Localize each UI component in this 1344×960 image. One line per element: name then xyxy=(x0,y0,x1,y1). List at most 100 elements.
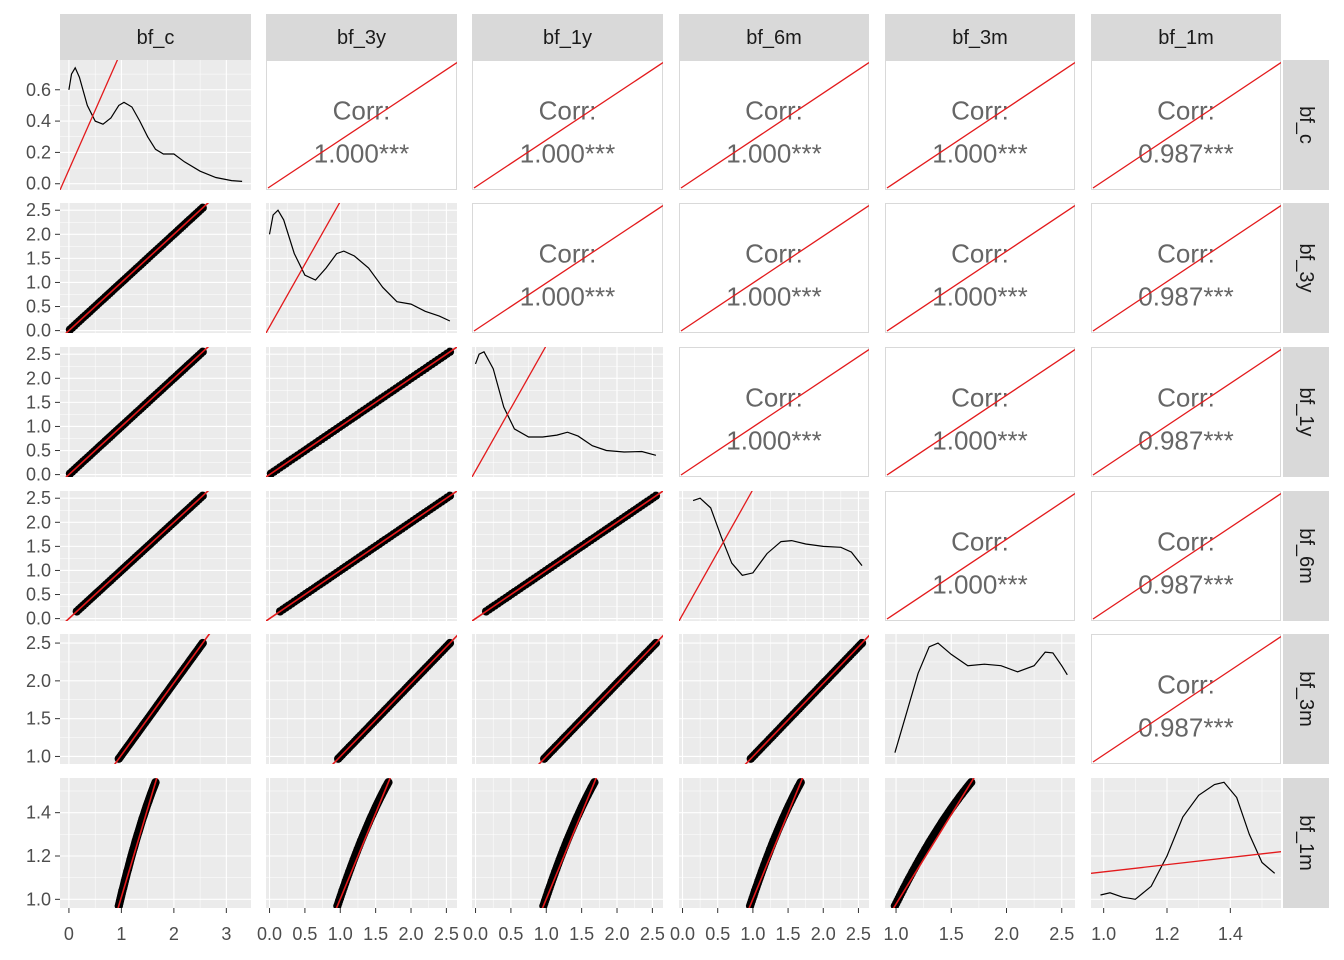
corr-value: 1.000*** xyxy=(726,282,821,312)
panel-bf_6m-bf_1y xyxy=(472,491,663,621)
density-curve xyxy=(1100,781,1276,900)
x-tick-label: 1.5 xyxy=(776,924,801,944)
row-strip-label: bf_3m xyxy=(1295,671,1317,727)
row-strip-bg xyxy=(1283,203,1329,333)
panel-bf_1y-bf_1y xyxy=(472,347,663,477)
y-tick-label: 0.0 xyxy=(26,321,51,341)
row-strip-label: bf_6m xyxy=(1295,528,1317,584)
panel-bf_1m-bf_3m xyxy=(885,778,1075,908)
row-strip-label: bf_3y xyxy=(1295,244,1317,293)
x-tick-label: 0.5 xyxy=(705,924,730,944)
panel-bf_c-bf_1m: Corr: 0.987*** xyxy=(1091,60,1281,190)
y-tick-label: 1.0 xyxy=(26,272,51,292)
y-tick-label: 0.5 xyxy=(26,297,51,317)
fit-line xyxy=(266,203,341,333)
fit-line xyxy=(331,634,457,764)
fit-line xyxy=(473,205,663,332)
gridlines xyxy=(266,203,457,333)
gridlines xyxy=(472,347,663,477)
x-tick-label: 1.0 xyxy=(740,924,765,944)
gridlines xyxy=(266,491,457,621)
density-curve xyxy=(692,497,863,576)
x-tick-label: 0.0 xyxy=(257,924,282,944)
x-tick-label: 1.5 xyxy=(569,924,594,944)
y-tick-label: 2.0 xyxy=(26,224,51,244)
gridlines xyxy=(472,778,663,908)
x-tick-label: 2.5 xyxy=(640,924,665,944)
panel-bf_3y-bf_6m: Corr: 1.000*** xyxy=(679,203,869,333)
fit-line xyxy=(65,347,210,477)
row-strip-bf_3y: bf_3y xyxy=(1283,203,1329,333)
corr-value: 1.000*** xyxy=(520,139,615,169)
column-strip-bf_3y: bf_3y xyxy=(266,14,457,60)
x-tick-label: 0 xyxy=(64,924,74,944)
column-strip-bg xyxy=(1091,14,1281,60)
column-strip-bg xyxy=(266,14,457,60)
x-tick-label: 1.5 xyxy=(363,924,388,944)
gridlines xyxy=(679,491,869,621)
panel-bf_3y-bf_1y: Corr: 1.000*** xyxy=(472,203,663,333)
column-strip-bg xyxy=(60,14,251,60)
corr-value: 1.000*** xyxy=(726,426,821,456)
corr-value: 1.000*** xyxy=(314,139,409,169)
corr-label: Corr: xyxy=(1157,239,1215,269)
column-strip-label: bf_3y xyxy=(337,27,386,49)
column-strip-label: bf_1y xyxy=(543,27,592,49)
corr-label: Corr: xyxy=(333,96,391,126)
corr-label: Corr: xyxy=(1157,670,1215,700)
corr-label: Corr: xyxy=(745,383,803,413)
x-tick-label: 3 xyxy=(221,924,231,944)
fit-line xyxy=(472,347,547,477)
corr-label: Corr: xyxy=(745,239,803,269)
panel-bf_3y-bf_c xyxy=(60,203,251,333)
corr-value: 1.000*** xyxy=(932,426,1027,456)
x-axis-bf_1m: 1.0 1.2 1.4 xyxy=(1091,908,1243,944)
fit-line xyxy=(1092,205,1281,332)
column-strip-bf_1y: bf_1y xyxy=(472,14,663,60)
panel-bf_6m-bf_3m: Corr: 1.000*** xyxy=(885,491,1075,621)
fit-line xyxy=(65,491,210,621)
x-tick-label: 2.0 xyxy=(994,924,1019,944)
corr-value: 1.000*** xyxy=(520,282,615,312)
gridlines xyxy=(1091,778,1281,908)
panel-bf_c-bf_c xyxy=(60,60,251,190)
column-strip-bg xyxy=(472,14,663,60)
gridlines xyxy=(60,491,251,621)
panel-bf_6m-bf_1m: Corr: 0.987*** xyxy=(1091,491,1281,621)
panel-bf_3y-bf_3m: Corr: 1.000*** xyxy=(885,203,1075,333)
y-tick-label: 1.0 xyxy=(26,416,51,436)
gridlines xyxy=(60,347,251,477)
x-axis-bf_1y: 0.0 0.5 1.0 1.5 2.0 2.5 xyxy=(463,908,665,944)
y-tick-label: 2.5 xyxy=(26,344,51,364)
x-tick-label: 1.5 xyxy=(939,924,964,944)
panel-background xyxy=(679,491,869,621)
corr-value: 0.987*** xyxy=(1138,713,1233,743)
panel-bf_3m-bf_3y xyxy=(266,634,457,764)
y-tick-label: 0.2 xyxy=(26,142,51,162)
panel-bf_c-bf_3m: Corr: 1.000*** xyxy=(885,60,1075,190)
panel-bf_1m-bf_c xyxy=(60,778,251,908)
y-axis-bf_6m: 0.0 0.5 1.0 1.5 2.0 2.5 xyxy=(26,488,60,629)
panel-bf_1y-bf_3m: Corr: 1.000*** xyxy=(885,347,1075,477)
panel-background xyxy=(60,60,251,190)
y-axis-bf_1m: 1.0 1.2 1.4 xyxy=(26,803,60,909)
panel-bf_3m-bf_6m xyxy=(679,634,869,764)
corr-label: Corr: xyxy=(1157,527,1215,557)
corr-panel-border xyxy=(679,347,869,477)
y-tick-label: 0.0 xyxy=(26,174,51,194)
panel-bf_1y-bf_1m: Corr: 0.987*** xyxy=(1091,347,1281,477)
y-tick-label: 1.0 xyxy=(26,889,51,909)
y-tick-label: 1.2 xyxy=(26,846,51,866)
gridlines xyxy=(266,634,457,764)
panel-background xyxy=(885,634,1075,764)
fit-line xyxy=(680,62,869,189)
y-tick-label: 0.4 xyxy=(26,111,51,131)
panel-bf_c-bf_1y: Corr: 1.000*** xyxy=(472,60,663,190)
fit-line xyxy=(744,634,869,764)
x-tick-label: 2 xyxy=(169,924,179,944)
y-tick-label: 0.0 xyxy=(26,609,51,629)
panel-background xyxy=(60,778,251,908)
panel-bf_c-bf_3y: Corr: 1.000*** xyxy=(266,60,457,190)
column-strip-label: bf_1m xyxy=(1158,27,1214,49)
